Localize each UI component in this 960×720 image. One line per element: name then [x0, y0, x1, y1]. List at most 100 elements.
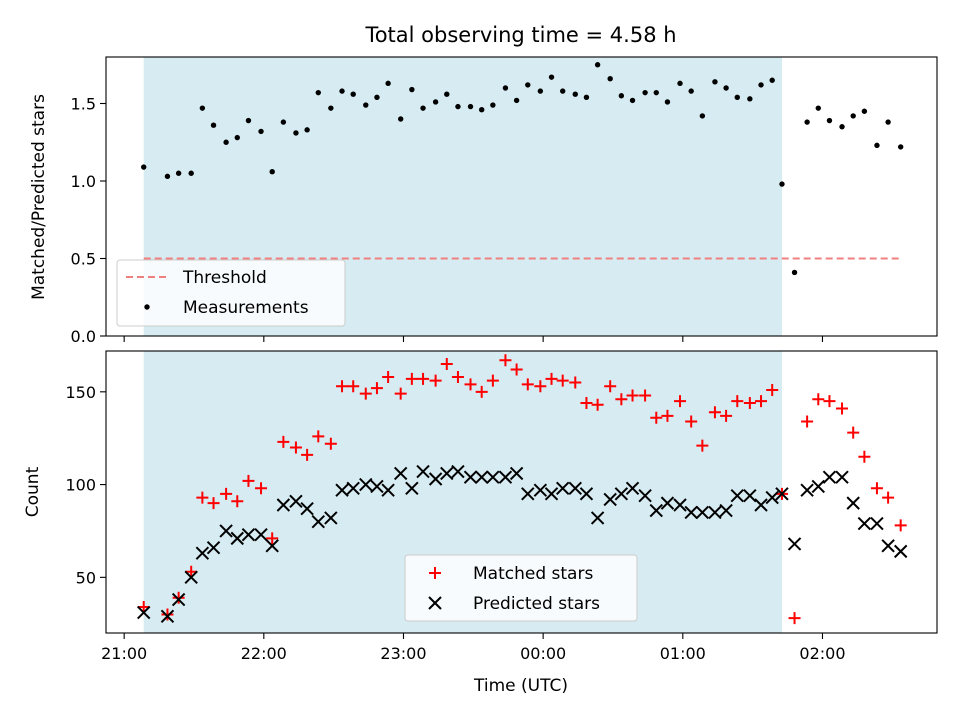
matched-star-point [696, 439, 709, 452]
measurement-point [513, 97, 520, 104]
predicted-star-point [822, 470, 837, 484]
measurement-point [350, 91, 356, 97]
predicted-star-point [486, 470, 500, 484]
predicted-star-point [195, 546, 210, 560]
measurement-point [861, 108, 868, 114]
legend-predicted-label: Predicted stars [473, 594, 600, 614]
predicted-star-point [184, 570, 198, 585]
predicted-star-point [638, 489, 652, 503]
predicted-star-point [579, 487, 594, 501]
matched-star-point [196, 491, 209, 504]
predicted-star-point [289, 494, 303, 508]
matched-star-point [324, 437, 337, 450]
predicted-star-point [428, 472, 443, 486]
measurement-point [826, 117, 833, 124]
measurement-point [699, 113, 706, 119]
measurement-point [420, 105, 426, 111]
matched-star-point [464, 378, 477, 391]
y-axis-ticks: 50 100 150 [65, 383, 106, 587]
measurement-point [363, 102, 369, 108]
matched-star-point [534, 380, 547, 393]
predicted-star-point [137, 605, 151, 620]
predicted-star-point [544, 487, 559, 501]
measurement-point [164, 173, 171, 180]
measurement-point [199, 105, 206, 111]
predicted-star-point [881, 539, 895, 553]
predicted-star-point [381, 483, 395, 497]
y-axis-ticks: 0.0 0.5 1.0 1.5 [71, 95, 106, 346]
matched-star-point [440, 357, 453, 370]
y-tick-label: 0.5 [71, 250, 96, 269]
matched-star-point [615, 393, 628, 406]
measurement-point [815, 105, 821, 111]
measurement-point [594, 62, 601, 68]
measurement-point [234, 134, 240, 141]
matched-star-point [242, 474, 255, 487]
chart-title: Total observing time = 4.58 h [364, 23, 676, 47]
predicted-star-point [708, 505, 722, 520]
top-panel: 0.0 0.5 1.0 1.5 Matched/Predicted stars Thr… [29, 56, 938, 346]
matched-star-point [255, 482, 268, 495]
measurement-point [804, 119, 810, 125]
measurement-point [712, 79, 718, 85]
legend-matched-swatch [429, 567, 441, 579]
predicted-star-point [498, 470, 513, 484]
matched-star-point [231, 495, 244, 508]
measurement-point [747, 96, 753, 102]
predicted-star-point [416, 464, 430, 479]
matched-star-point [801, 415, 814, 428]
measurement-point [897, 144, 904, 150]
predicted-star-point [673, 498, 687, 512]
measurement-points [141, 62, 904, 276]
measurement-point [874, 142, 880, 149]
x-tick-label: 00:00 [520, 644, 566, 663]
predicted-star-point [474, 470, 489, 484]
measurement-point [293, 130, 299, 136]
legend-predicted-swatch [428, 596, 442, 610]
x-tick-label: 22:00 [241, 644, 287, 663]
matched-star-point [301, 448, 314, 461]
measurement-point [223, 139, 229, 145]
measurement-point [374, 94, 380, 101]
legend: Threshold Measurements [116, 259, 346, 327]
matched-star-point [708, 406, 721, 419]
legend: Matched stars Predicted stars [404, 554, 638, 622]
measurement-point [455, 103, 461, 110]
matched-star-point [382, 370, 395, 383]
matched-star-point [731, 395, 744, 408]
matched-star-point [336, 380, 349, 393]
measurement-point [677, 80, 683, 87]
measurement-point [537, 88, 544, 94]
matched-star-point [591, 398, 604, 411]
predicted-star-point [463, 470, 478, 484]
measurement-point [444, 91, 450, 97]
matched-star-point [161, 608, 174, 621]
measurement-point [839, 124, 845, 130]
matched-star-point [720, 409, 733, 422]
measurement-point [560, 88, 566, 94]
predicted-star-point [765, 490, 779, 505]
predicted-star-point [754, 498, 768, 512]
matched-star-point [220, 487, 233, 500]
measurement-point [688, 88, 694, 94]
matched-star-point [405, 372, 418, 385]
measurement-point [432, 99, 439, 105]
matched-star-point [685, 415, 698, 428]
predicted-star-point [590, 511, 605, 525]
predicted-star-point [219, 524, 233, 538]
matched-star-point [417, 372, 430, 385]
predicted-star-point [684, 505, 698, 520]
matched-star-point [429, 374, 442, 387]
measurement-point [210, 122, 217, 128]
matched-star-point [870, 482, 883, 495]
x-axis-ticks: 21:00 22:00 23:00 00:00 01:00 02:00 [101, 633, 846, 663]
matched-star-point [569, 376, 582, 389]
predicted-star-point [533, 483, 548, 497]
measurement-point [385, 80, 391, 87]
matched-star-point [823, 395, 836, 408]
matched-star-point [347, 380, 360, 393]
measurement-point [607, 76, 613, 82]
predicted-star-point [230, 531, 244, 546]
matched-star-point [510, 363, 523, 376]
predicted-star-point [346, 481, 360, 495]
